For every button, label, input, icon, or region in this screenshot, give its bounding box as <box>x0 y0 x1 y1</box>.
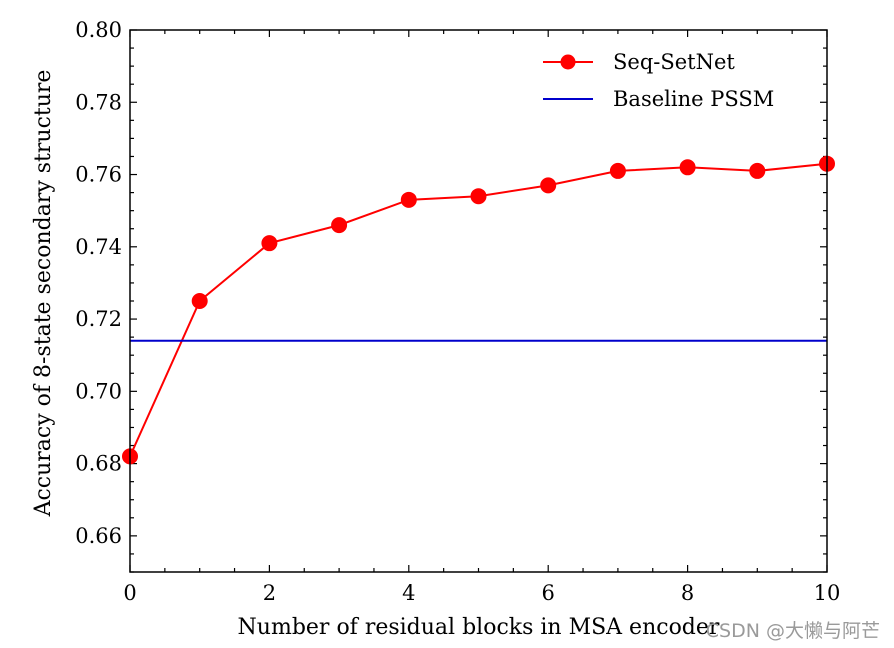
legend-label: Seq-SetNet <box>613 50 735 74</box>
data-point <box>191 293 208 309</box>
data-point <box>749 162 766 179</box>
x-tick-label: 8 <box>681 581 694 605</box>
y-tick-label: 0.74 <box>75 235 122 259</box>
y-tick-label: 0.70 <box>75 379 122 403</box>
watermark: CSDN @大懒与阿芒 <box>706 620 880 642</box>
legend-marker <box>560 54 576 70</box>
legend-label: Baseline PSSM <box>613 87 774 111</box>
series-layer <box>122 155 835 465</box>
x-tick-label: 2 <box>263 581 276 605</box>
axis-ticks <box>129 29 828 573</box>
data-point <box>609 162 626 179</box>
data-point <box>400 191 417 208</box>
data-point <box>331 217 348 234</box>
x-tick-label: 6 <box>542 581 555 605</box>
x-tick-label: 4 <box>402 581 415 605</box>
legend: Seq-SetNet Baseline PSSM <box>543 50 774 111</box>
data-point <box>261 235 278 252</box>
y-axis-label: Accuracy of 8-state secondary structure <box>31 70 56 518</box>
y-tick-label: 0.80 <box>75 18 122 42</box>
series-line-0 <box>129 162 828 457</box>
plot-frame <box>129 29 828 573</box>
y-tick-label: 0.78 <box>75 90 122 114</box>
y-tick-label: 0.66 <box>75 524 122 548</box>
y-tick-label: 0.72 <box>75 307 122 331</box>
y-tick-label: 0.76 <box>75 163 122 187</box>
data-point <box>470 188 487 205</box>
x-tick-label: 10 <box>814 581 841 605</box>
data-point <box>540 177 557 194</box>
y-tick-label: 0.68 <box>75 452 122 476</box>
tick-labels: 0 2 4 6 8 10 0.66 0.68 0.70 0.72 0.74 0.76 0.78 0.80 <box>75 18 840 605</box>
data-point <box>679 159 696 176</box>
x-axis-label: Number of residual blocks in MSA encoder <box>238 615 720 640</box>
x-tick-label: 0 <box>123 581 136 605</box>
